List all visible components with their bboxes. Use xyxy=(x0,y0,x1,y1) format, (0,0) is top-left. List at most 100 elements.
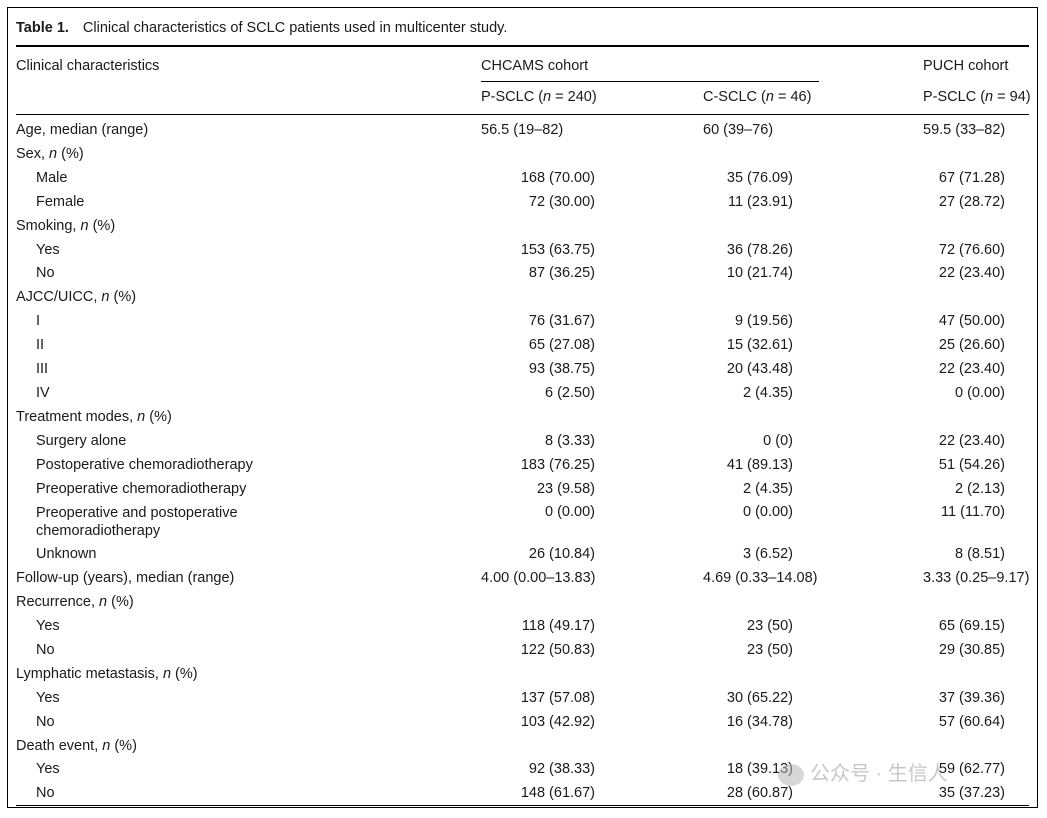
table-row: Unknown 26 (10.84) 3 (6.52) 8 (8.51) xyxy=(8,546,1039,570)
row-label: Treatment modes, n (%) xyxy=(16,408,172,425)
row-label: III xyxy=(36,361,49,377)
row-label: IV xyxy=(36,384,50,401)
cell-col2: 36 (78.26) xyxy=(726,241,793,258)
table-row: Age, median (range) 56.5 (19–82) 60 (39–76… xyxy=(8,122,1039,146)
table-row: Yes 92 (38.33) 18 (39.13) 59 (62.77) xyxy=(8,761,1039,785)
row-label: II xyxy=(36,337,45,354)
cell-col3: 27 (28.72) xyxy=(938,193,1005,210)
cell-col2: 2 (4.35) xyxy=(743,384,793,401)
row-label: Yes xyxy=(36,761,60,778)
caption-text: Clinical characteristics of SCLC patient… xyxy=(82,20,508,36)
cell-col1: 122 (50.83) xyxy=(520,641,595,658)
row-label: Smoking, n (%) xyxy=(16,217,116,234)
cell-col3: 59.5 (33–82) xyxy=(923,122,1006,138)
cell-col1: 0 (0.00) xyxy=(545,504,595,521)
table-row: Death event, n (%) xyxy=(8,738,1039,762)
table-row: Surgery alone 8 (3.33) 0 (0) 22 (23.40) xyxy=(8,433,1039,457)
cell-col3: 0 (0.00) xyxy=(955,384,1005,401)
table-row: Male 168 (70.00) 35 (76.09) 67 (71.28) xyxy=(8,170,1039,194)
table-row: Preoperative and postoperative chemoradio… xyxy=(8,504,1039,539)
cell-col2: 23 (50) xyxy=(747,618,793,634)
cell-col1: 76 (31.67) xyxy=(528,313,595,330)
header-chcams-cohort: CHCAMS cohort xyxy=(481,58,589,74)
cell-col3: 65 (69.15) xyxy=(938,618,1005,634)
cell-col3: 67 (71.28) xyxy=(938,169,1005,186)
table-row: Female 72 (30.00) 11 (23.91) 27 (28.72) xyxy=(8,194,1039,218)
cell-col2: 16 (34.78) xyxy=(726,713,793,730)
cell-col1: 92 (38.33) xyxy=(528,761,595,778)
row-label: Preoperative chemoradiotherapy xyxy=(36,480,247,497)
table-row: Follow-up (years), median (range) 4.00 (0… xyxy=(8,570,1039,594)
row-label: AJCC/UICC, n (%) xyxy=(16,289,137,306)
cell-col3: 2 (2.13) xyxy=(955,480,1005,497)
cell-col1: 153 (63.75) xyxy=(520,241,595,258)
header-p-sclc-chcams: P-SCLC (n = 240) xyxy=(481,89,597,105)
table-row: Postoperative chemoradiotherapy 183 (76.2… xyxy=(8,457,1039,481)
cell-col2: 10 (21.74) xyxy=(726,265,793,282)
cell-col3: 57 (60.64) xyxy=(938,713,1005,730)
cell-col3: 25 (26.60) xyxy=(938,337,1005,354)
table-row: No 148 (61.67) 28 (60.87) 35 (37.23) xyxy=(8,785,1039,809)
cell-col1: 93 (38.75) xyxy=(528,361,595,377)
cell-col3: 8 (8.51) xyxy=(955,546,1005,563)
cell-col3: 22 (23.40) xyxy=(938,361,1005,377)
table-frame: Table 1. Clinical characteristics of SCLC… xyxy=(7,7,1038,808)
caption-label: Table 1. xyxy=(16,20,69,36)
row-label: No xyxy=(36,641,55,658)
watermark-text: 公众号 · 生信人 xyxy=(810,763,948,785)
row-label: Recurrence, n (%) xyxy=(16,594,134,611)
row-label: Unknown xyxy=(36,546,97,563)
table-row: Lymphatic metastasis, n (%) xyxy=(8,666,1039,690)
cell-col3: 35 (37.23) xyxy=(938,785,1005,802)
table-row: No 87 (36.25) 10 (21.74) 22 (23.40) xyxy=(8,265,1039,289)
row-label: Male xyxy=(36,169,68,186)
cell-col3: 59 (62.77) xyxy=(938,761,1005,778)
cell-col1: 168 (70.00) xyxy=(520,169,595,186)
row-label: Preoperative and postoperative chemoradio… xyxy=(36,505,238,540)
cell-col1: 118 (49.17) xyxy=(521,618,595,634)
row-label: Surgery alone xyxy=(36,432,127,449)
cell-col2: 35 (76.09) xyxy=(726,169,793,186)
row-label: Follow-up (years), median (range) xyxy=(16,570,235,587)
row-label: No xyxy=(36,785,55,802)
cell-col2: 41 (89.13) xyxy=(726,456,793,473)
cell-col2: 18 (39.13) xyxy=(726,761,793,778)
cell-col1: 148 (61.67) xyxy=(520,785,595,802)
row-label: Yes xyxy=(36,241,60,258)
header-c-sclc-chcams: C-SCLC (n = 46) xyxy=(703,89,812,105)
row-label: I xyxy=(36,313,41,330)
top-rule xyxy=(16,45,1029,47)
table-row: AJCC/UICC, n (%) xyxy=(8,289,1039,313)
row-label: Death event, n (%) xyxy=(16,737,137,754)
table-row: I 76 (31.67) 9 (19.56) 47 (50.00) xyxy=(8,313,1039,337)
cell-col1: 103 (42.92) xyxy=(520,713,595,730)
row-label: Lymphatic metastasis, n (%) xyxy=(16,665,198,682)
table-row: Preoperative chemoradiotherapy 23 (9.58) 2… xyxy=(8,481,1039,505)
cell-col2: 4.69 (0.33–14.08) xyxy=(703,570,818,587)
cell-col3: 47 (50.00) xyxy=(938,313,1005,330)
header-p-sclc-puch: P-SCLC (n = 94) xyxy=(923,89,1031,105)
chcams-span-rule xyxy=(481,81,819,82)
table-row: No 103 (42.92) 16 (34.78) 57 (60.64) xyxy=(8,714,1039,738)
table-row: Treatment modes, n (%) xyxy=(8,409,1039,433)
cell-col2: 23 (50) xyxy=(747,641,793,658)
cell-col2: 60 (39–76) xyxy=(703,122,774,138)
row-label: No xyxy=(36,713,55,730)
table-caption: Table 1. Clinical characteristics of SCLC… xyxy=(16,20,507,36)
cell-col3: 72 (76.60) xyxy=(938,241,1005,258)
cell-col1: 72 (30.00) xyxy=(528,193,595,210)
cell-col2: 0 (0.00) xyxy=(743,504,793,521)
cell-col2: 11 (23.91) xyxy=(727,193,793,210)
cell-col1: 65 (27.08) xyxy=(528,337,595,354)
bottom-rule xyxy=(16,805,1029,806)
cell-col3: 37 (39.36) xyxy=(938,689,1005,706)
wechat-icon xyxy=(778,763,804,786)
cell-col3: 29 (30.85) xyxy=(938,641,1005,658)
row-label: Female xyxy=(36,193,85,210)
table-row: No 122 (50.83) 23 (50) 29 (30.85) xyxy=(8,642,1039,666)
row-label: Sex, n (%) xyxy=(16,145,84,162)
table-row: III 93 (38.75) 20 (43.48) 22 (23.40) xyxy=(8,361,1039,385)
cell-col3: 22 (23.40) xyxy=(938,432,1005,449)
row-label: Yes xyxy=(36,618,60,634)
cell-col2: 9 (19.56) xyxy=(734,313,793,330)
